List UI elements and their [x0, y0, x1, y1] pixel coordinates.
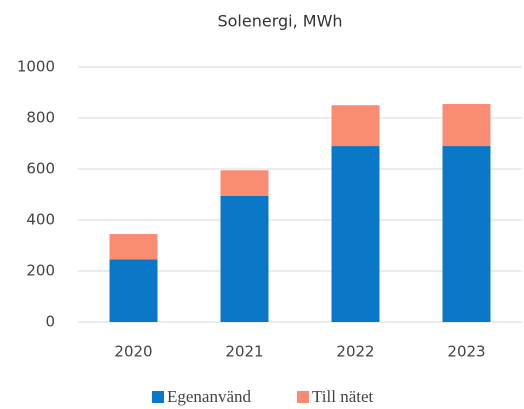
y-tick-label: 800: [26, 109, 55, 127]
bar-segment: [109, 259, 158, 322]
legend-swatch: [297, 391, 309, 403]
legend-label: Till nätet: [312, 387, 374, 406]
chart-title: Solenergi, MWh: [217, 12, 342, 31]
bar-segment: [109, 234, 158, 260]
y-tick-label: 1000: [17, 58, 55, 76]
bar-segment: [331, 105, 380, 147]
bar-segment: [220, 195, 269, 322]
x-tick-label: 2022: [336, 343, 374, 361]
x-tick-label: 2020: [114, 343, 152, 361]
bar-segment: [442, 146, 491, 322]
y-tick-label: 600: [26, 160, 55, 178]
y-tick-label: 400: [26, 211, 55, 229]
bar-segment: [442, 103, 491, 147]
y-tick-label: 200: [26, 262, 55, 280]
bar-segment: [220, 170, 269, 196]
y-tick-label: 0: [45, 313, 55, 331]
x-tick-label: 2023: [447, 343, 485, 361]
x-tick-label: 2021: [225, 343, 263, 361]
legend-label: Egenanvänd: [167, 387, 252, 406]
legend-swatch: [152, 391, 164, 403]
bar-segment: [331, 146, 380, 322]
